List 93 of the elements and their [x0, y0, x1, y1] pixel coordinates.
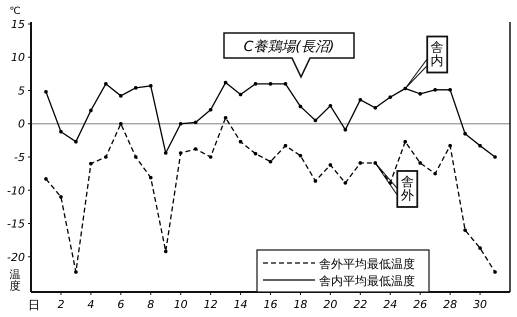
- point: [44, 177, 48, 181]
- point: [433, 172, 437, 176]
- point: [328, 104, 332, 108]
- x-tick-label: 12: [204, 298, 218, 311]
- x-tick-label: 8: [147, 298, 154, 311]
- point: [208, 108, 212, 112]
- point: [194, 120, 198, 124]
- point: [178, 122, 182, 126]
- point: [373, 106, 378, 110]
- point: [314, 118, 318, 122]
- x-tick-label: 10: [174, 298, 188, 311]
- y-tick-label: 10: [11, 51, 25, 64]
- text: C養鶏場(長沼): [244, 39, 334, 55]
- point: [448, 144, 452, 148]
- point: [463, 228, 467, 232]
- point: [194, 147, 198, 151]
- y-axis-title: 温度: [10, 268, 20, 293]
- point: [148, 84, 153, 88]
- point: [314, 179, 318, 183]
- point: [403, 140, 408, 144]
- point: [74, 140, 78, 144]
- point: [238, 140, 242, 144]
- x-axis-title: 日: [28, 298, 40, 312]
- x-tick-label: 18: [293, 298, 308, 311]
- point: [104, 155, 108, 159]
- point: [89, 162, 93, 166]
- point: [388, 95, 392, 99]
- x-tick-label: 26: [413, 298, 428, 311]
- legend-label: 舎外平均最低温度: [319, 257, 415, 271]
- point: [388, 181, 392, 185]
- point: [358, 98, 362, 102]
- x-tick-label: 6: [117, 298, 124, 311]
- point: [328, 163, 332, 167]
- point: [104, 82, 108, 86]
- point: [208, 155, 212, 159]
- x-tick-label: 24: [383, 298, 398, 311]
- point: [224, 80, 228, 84]
- annotation: 舎外: [400, 174, 414, 204]
- point: [59, 195, 63, 199]
- point: [284, 82, 288, 86]
- point: [119, 122, 123, 126]
- y-tick-label: -20: [7, 250, 25, 264]
- x-tick-label: 14: [234, 298, 248, 311]
- point: [44, 90, 48, 94]
- point: [493, 155, 497, 159]
- x-tick-label: 20: [323, 298, 338, 311]
- x-tick-label: 30: [473, 298, 488, 311]
- annotation: 舎内: [430, 40, 444, 70]
- point: [254, 82, 258, 86]
- x-tick-label: 16: [264, 298, 278, 311]
- point: [268, 82, 272, 86]
- point: [164, 151, 168, 155]
- legend-label: 舎内平均最低温度: [319, 274, 415, 288]
- y-tick-label: -5: [14, 151, 25, 164]
- x-tick-label: 22: [353, 298, 368, 311]
- point: [478, 246, 482, 250]
- text: ℃: [9, 6, 21, 17]
- y-tick-label: 15: [11, 18, 25, 31]
- x-tick-label: 2: [57, 298, 64, 311]
- x-tick-label: 28: [443, 298, 458, 311]
- point: [298, 104, 302, 108]
- point: [59, 130, 63, 134]
- point: [134, 155, 138, 159]
- point: [119, 94, 123, 98]
- point: [224, 116, 228, 120]
- point: [433, 88, 437, 92]
- point: [373, 161, 378, 165]
- point: [148, 176, 153, 180]
- x-tick-label: 4: [87, 298, 94, 311]
- y-tick-label: 5: [18, 84, 25, 98]
- y-tick-label: -10: [7, 184, 25, 198]
- point: [284, 144, 288, 148]
- point: [448, 88, 452, 92]
- point: [344, 128, 348, 132]
- y-tick-label: -15: [7, 218, 25, 230]
- point: [238, 92, 242, 96]
- point: [493, 270, 497, 274]
- point: [344, 181, 348, 185]
- point: [478, 144, 482, 148]
- point: [134, 86, 138, 90]
- y-tick-label: 0: [18, 118, 25, 131]
- point: [164, 250, 168, 254]
- point: [268, 160, 272, 164]
- point: [178, 151, 182, 155]
- point: [463, 132, 467, 136]
- point: [358, 161, 362, 165]
- point: [418, 92, 422, 96]
- point: [298, 154, 302, 158]
- point: [418, 161, 422, 165]
- point: [74, 270, 78, 274]
- point: [254, 152, 258, 156]
- point: [89, 108, 93, 112]
- point: [403, 86, 408, 90]
